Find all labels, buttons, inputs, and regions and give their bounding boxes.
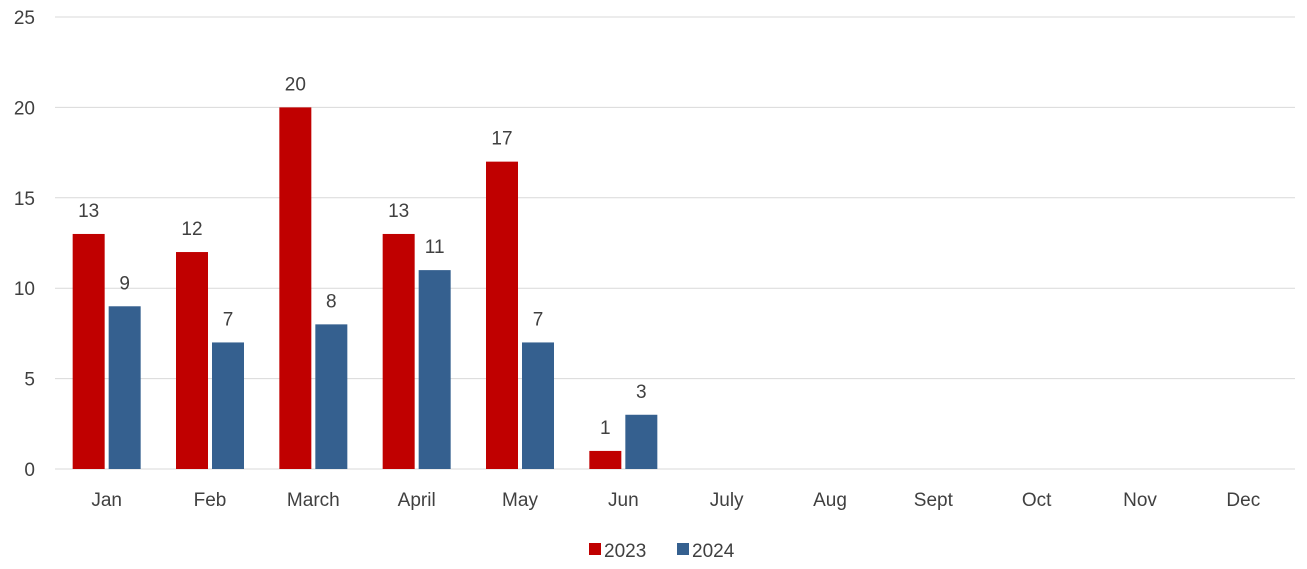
data-label: 17 (491, 129, 512, 150)
y-tick-label: 20 (14, 98, 35, 119)
legend-swatch (677, 543, 689, 555)
x-tick-label: Sept (914, 490, 954, 511)
data-label: 9 (119, 273, 130, 294)
x-tick-label: May (502, 490, 538, 511)
data-label: 13 (78, 201, 99, 222)
bar-2023-March (279, 107, 312, 470)
data-label: 13 (388, 201, 409, 222)
bar-2024-Jan (108, 306, 141, 469)
data-labels: 13 12 20 13 17 1 9 7 8 11 7 3 (78, 74, 647, 439)
y-axis-tick-labels: 0 5 10 15 20 25 (14, 8, 35, 481)
x-tick-label: Jun (608, 490, 639, 511)
data-label: 20 (285, 74, 306, 95)
bars (72, 107, 658, 470)
x-tick-label: March (287, 490, 340, 511)
data-label: 11 (425, 237, 445, 258)
x-tick-label: Dec (1226, 490, 1260, 511)
x-tick-label: Aug (813, 490, 847, 511)
data-label: 1 (600, 418, 611, 439)
data-label: 8 (326, 291, 337, 312)
x-tick-label: Jan (91, 490, 122, 511)
data-label: 7 (533, 309, 544, 330)
legend: 2023 2024 (589, 541, 735, 562)
data-label: 7 (223, 309, 234, 330)
x-tick-label: Feb (194, 490, 227, 511)
data-label: 12 (181, 219, 202, 240)
y-tick-label: 15 (14, 189, 35, 210)
y-tick-label: 5 (24, 370, 35, 391)
legend-swatch (589, 543, 601, 555)
bar-2024-April (418, 270, 451, 469)
bar-2023-Jan (72, 233, 105, 469)
y-tick-label: 0 (24, 460, 35, 481)
gridlines (55, 16, 1295, 470)
legend-item: 2024 (677, 541, 735, 562)
bar-2023-Feb (176, 252, 208, 469)
data-label: 3 (636, 382, 647, 403)
x-tick-label: July (710, 490, 744, 511)
y-tick-label: 10 (14, 279, 35, 300)
bar-2024-Feb (212, 342, 244, 469)
legend-item: 2023 (589, 541, 646, 562)
x-tick-label: Oct (1022, 490, 1052, 511)
legend-label: 2024 (692, 541, 735, 562)
bar-2024-May (522, 342, 554, 469)
x-tick-label: Nov (1123, 490, 1157, 511)
bar-2024-March (315, 324, 348, 469)
bar-2023-April (382, 233, 415, 469)
bar-2023-Jun (589, 450, 622, 469)
bar-2023-May (486, 161, 518, 469)
x-axis-tick-labels: Jan Feb March April May Jun July Aug Sept Oct Nov D… (91, 490, 1260, 511)
legend-label: 2023 (604, 541, 646, 562)
bar-2024-Jun (625, 414, 658, 469)
x-tick-label: April (398, 490, 436, 511)
y-tick-label: 25 (14, 8, 35, 29)
